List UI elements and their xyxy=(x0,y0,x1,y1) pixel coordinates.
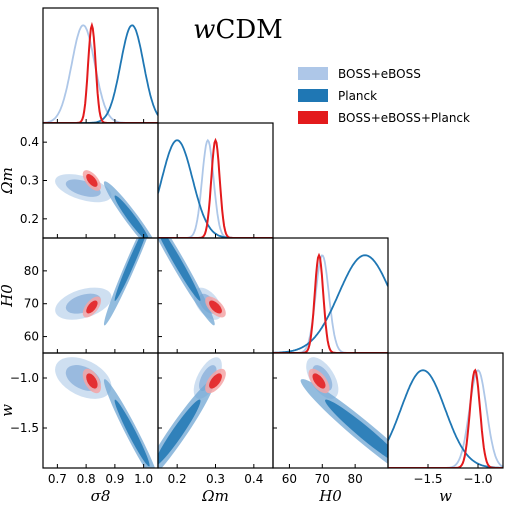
panel-content xyxy=(158,357,226,468)
contour-68-bossebossplanck xyxy=(209,373,222,389)
y-axis-label-H0: H0 xyxy=(0,284,16,308)
marginal-curve-bossebossplanck xyxy=(43,21,158,123)
x-tick-label: 80 xyxy=(348,472,363,486)
x-axis-label-sigma8: σ8 xyxy=(91,487,111,505)
marginal-curve-planck xyxy=(43,24,158,123)
contour-68-planck xyxy=(158,238,201,301)
contour-68-planck xyxy=(114,238,150,301)
x-axis-label-w: w xyxy=(439,487,452,505)
y-axis-label-w: w xyxy=(0,404,16,417)
panel-w-omega_m xyxy=(157,352,274,469)
marginal-curve-bossebossplanck xyxy=(388,368,503,468)
panel-H0-sigma8 xyxy=(42,237,159,354)
y-tick-label: 0.2 xyxy=(20,212,39,226)
y-tick-label: 0.3 xyxy=(20,174,39,188)
marginal-curve-bosseboss xyxy=(43,24,158,123)
panel-content xyxy=(55,170,158,238)
x-tick-label: 0.4 xyxy=(244,472,263,486)
x-tick-label: 0.9 xyxy=(105,472,124,486)
contour-68-bossebossplanck xyxy=(312,373,326,389)
marginal-curve-bossebossplanck xyxy=(273,252,388,353)
y-axis-label-omega_m: Ωm xyxy=(0,167,16,195)
marginal-curve-planck xyxy=(388,369,503,468)
panel-omega_m-sigma8 xyxy=(42,122,159,239)
panel-frame xyxy=(42,7,159,124)
legend-swatch xyxy=(298,67,328,80)
y-tick-label: 70 xyxy=(24,297,39,311)
panel-content xyxy=(43,21,158,123)
panel-w-w xyxy=(387,352,504,469)
panel-content xyxy=(158,238,226,326)
y-tick-label: 0.4 xyxy=(20,135,39,149)
x-tick-label: 0.3 xyxy=(206,472,225,486)
x-tick-label: 0.8 xyxy=(77,472,96,486)
x-tick-label: 0.2 xyxy=(168,472,187,486)
panel-content xyxy=(55,238,158,326)
chart-title: wCDM xyxy=(193,15,283,45)
y-tick-label: −1.0 xyxy=(10,371,39,385)
contour-68-bossebossplanck xyxy=(86,174,98,187)
x-axis-label-omega_m: Ωm xyxy=(201,487,229,505)
contour-68-bossebossplanck xyxy=(209,300,222,314)
x-axis-label-H0: H0 xyxy=(318,487,342,505)
x-tick-label: −1.5 xyxy=(413,472,442,486)
contour-68-planck xyxy=(114,399,150,467)
panel-sigma8-sigma8 xyxy=(42,7,159,124)
legend-swatch xyxy=(298,89,328,102)
panel-content xyxy=(388,368,503,468)
contour-68-planck xyxy=(158,399,201,467)
marginal-curve-bosseboss xyxy=(158,138,273,238)
y-tick-label: 80 xyxy=(24,264,39,278)
panel-frame xyxy=(272,237,389,354)
contour-68-bosseboss xyxy=(199,365,217,391)
legend-label: Planck xyxy=(338,89,377,103)
title-prefix: w xyxy=(193,15,215,45)
contour-68-bossebossplanck xyxy=(86,373,98,389)
contour-68-bossebossplanck xyxy=(86,300,98,314)
x-tick-label: 1.0 xyxy=(134,472,153,486)
panel-H0-H0 xyxy=(272,237,389,354)
panel-content xyxy=(55,357,158,468)
legend-label: BOSS+eBOSS+Planck xyxy=(338,111,470,125)
marginal-curve-bossebossplanck xyxy=(158,137,273,238)
panel-w-H0 xyxy=(272,352,389,469)
contour-68-planck xyxy=(325,399,388,467)
legend-swatch xyxy=(298,111,328,124)
legend: BOSS+eBOSS Planck BOSS+eBOSS+Planck xyxy=(298,67,470,125)
title-suffix: CDM xyxy=(215,15,282,45)
marginal-curve-bosseboss xyxy=(273,254,388,353)
panel-content xyxy=(273,252,388,353)
x-tick-label: −1.0 xyxy=(463,472,492,486)
panel-content xyxy=(300,357,388,468)
panel-frame xyxy=(387,352,504,469)
panel-content xyxy=(158,137,273,238)
marginal-curve-planck xyxy=(273,254,388,353)
legend-label: BOSS+eBOSS xyxy=(338,67,421,81)
y-tick-label: −1.5 xyxy=(10,421,39,435)
panel-omega_m-omega_m xyxy=(157,122,274,239)
x-tick-label: 70 xyxy=(315,472,330,486)
x-tick-label: 60 xyxy=(282,472,297,486)
contour-68-planck xyxy=(114,195,150,238)
x-tick-label: 0.7 xyxy=(48,472,67,486)
y-tick-label: 60 xyxy=(24,330,39,344)
panel-w-sigma8 xyxy=(42,352,159,469)
marginal-curve-planck xyxy=(158,139,273,238)
